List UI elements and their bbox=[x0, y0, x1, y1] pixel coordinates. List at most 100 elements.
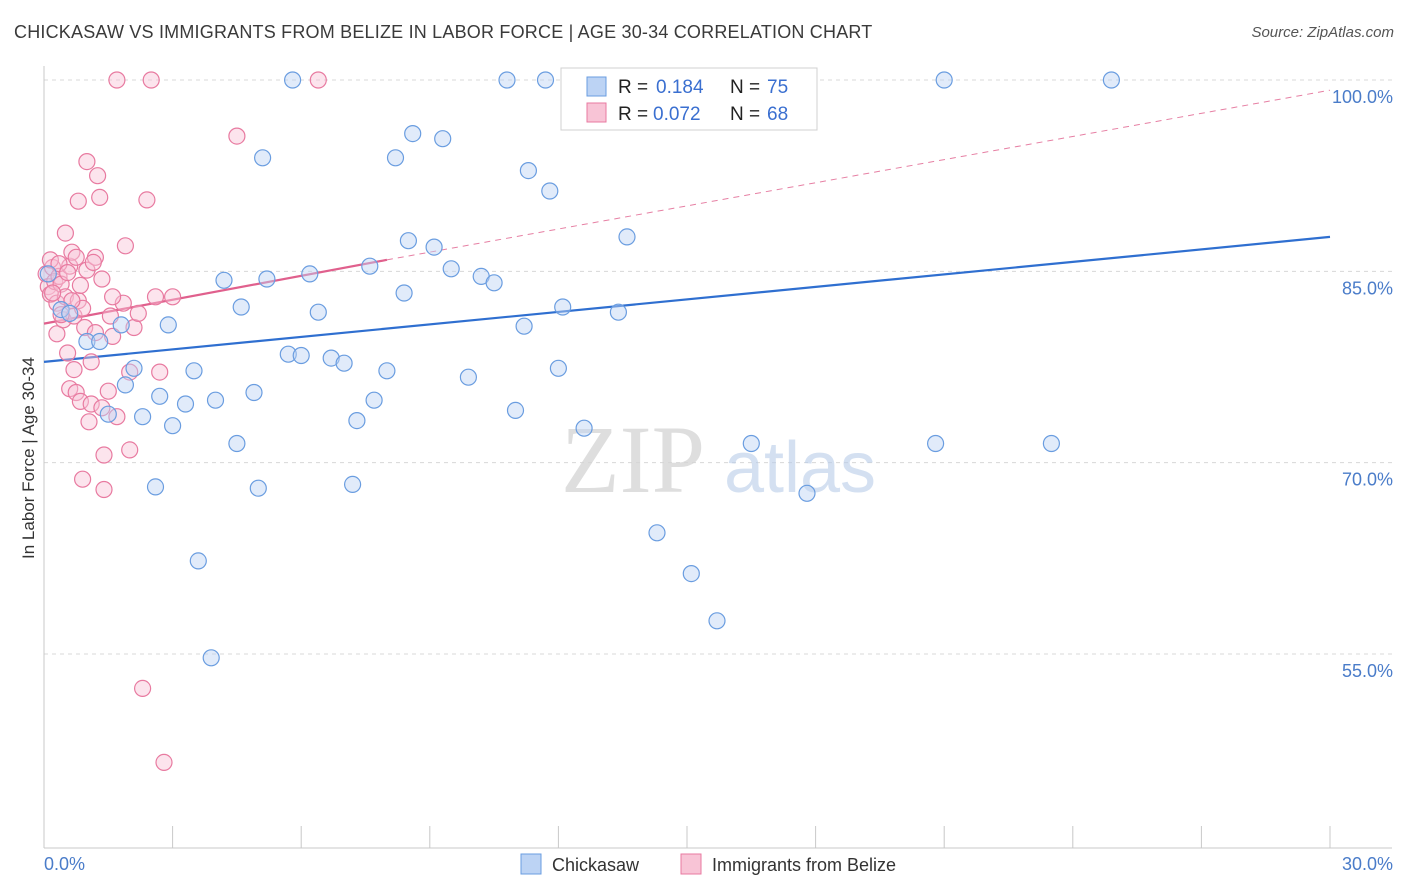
point-belize bbox=[58, 344, 77, 362]
point-chickasaw bbox=[249, 479, 267, 497]
point-belize bbox=[142, 71, 160, 89]
point-chickasaw bbox=[618, 228, 636, 246]
point-chickasaw bbox=[134, 408, 152, 426]
point-chickasaw bbox=[404, 125, 422, 143]
point-belize bbox=[129, 304, 147, 322]
point-chickasaw bbox=[498, 71, 516, 89]
point-chickasaw bbox=[541, 182, 559, 200]
point-belize bbox=[151, 363, 169, 381]
point-belize bbox=[71, 276, 90, 294]
point-chickasaw bbox=[91, 332, 109, 351]
bottom-legend-swatch-chickasaw bbox=[520, 853, 542, 875]
point-chickasaw bbox=[61, 304, 79, 322]
point-chickasaw bbox=[485, 274, 503, 292]
x-tick-labels: 0.0% 30.0% bbox=[44, 854, 1393, 874]
point-belize bbox=[67, 248, 85, 266]
point-chickasaw bbox=[536, 71, 555, 89]
point-chickasaw bbox=[206, 391, 225, 409]
point-chickasaw bbox=[322, 349, 340, 367]
point-belize bbox=[134, 679, 152, 698]
point-belize bbox=[103, 327, 122, 345]
point-chickasaw bbox=[164, 417, 182, 435]
point-belize bbox=[155, 753, 173, 772]
point-belize bbox=[146, 288, 165, 306]
point-belize bbox=[78, 153, 96, 171]
point-chickasaw bbox=[112, 316, 130, 334]
gridlines bbox=[44, 79, 1392, 655]
point-chickasaw bbox=[515, 317, 533, 335]
point-chickasaw bbox=[159, 316, 177, 334]
y-tick-label: 100.0% bbox=[1332, 87, 1393, 107]
point-chickasaw bbox=[146, 478, 165, 496]
point-belize bbox=[50, 255, 68, 273]
point-belize bbox=[82, 395, 100, 413]
point-chickasaw bbox=[935, 71, 953, 89]
point-chickasaw bbox=[116, 376, 135, 394]
point-chickasaw bbox=[708, 612, 726, 630]
point-chickasaw bbox=[185, 362, 203, 380]
point-chickasaw bbox=[279, 345, 297, 363]
y-tick-label: 70.0% bbox=[1342, 470, 1393, 490]
point-chickasaw bbox=[78, 332, 96, 351]
legend-n-value-1: 75 bbox=[767, 77, 788, 98]
point-belize bbox=[69, 192, 87, 210]
x-tick-label: 30.0% bbox=[1342, 854, 1393, 874]
point-chickasaw bbox=[232, 298, 250, 316]
y-tick-label: 85.0% bbox=[1342, 278, 1393, 298]
series-legend: Chickasaw Immigrants from Belize bbox=[520, 853, 896, 875]
point-chickasaw bbox=[361, 257, 379, 275]
point-belize bbox=[95, 480, 113, 499]
bottom-legend-chickasaw: Chickasaw bbox=[552, 855, 640, 875]
point-belize bbox=[67, 383, 85, 402]
point-chickasaw bbox=[506, 401, 525, 419]
point-chickasaw bbox=[39, 265, 57, 283]
point-belize bbox=[91, 188, 109, 206]
trend-line-chickasaw bbox=[43, 235, 1331, 363]
point-belize bbox=[88, 167, 107, 185]
point-chickasaw bbox=[682, 564, 700, 583]
y-axis-title: In Labor Force | Age 30-34 bbox=[19, 357, 38, 559]
point-chickasaw bbox=[254, 149, 272, 167]
point-chickasaw bbox=[365, 391, 383, 409]
point-belize bbox=[41, 251, 60, 269]
point-belize bbox=[114, 294, 132, 312]
point-belize bbox=[80, 413, 98, 431]
point-chickasaw bbox=[309, 303, 327, 321]
point-chickasaw bbox=[1102, 71, 1121, 89]
point-chickasaw bbox=[926, 434, 945, 453]
point-belize bbox=[95, 446, 113, 464]
y-tick-label: 55.0% bbox=[1342, 661, 1393, 681]
point-belize bbox=[61, 257, 79, 275]
point-chickasaw bbox=[609, 303, 628, 321]
point-belize bbox=[93, 399, 111, 417]
point-belize bbox=[138, 191, 156, 209]
point-chickasaw bbox=[378, 362, 396, 380]
bottom-legend-belize: Immigrants from Belize bbox=[712, 855, 896, 875]
point-chickasaw bbox=[176, 395, 195, 413]
point-chickasaw bbox=[554, 298, 572, 316]
watermark-zip: ZIP bbox=[561, 406, 705, 513]
point-chickasaw bbox=[228, 434, 246, 453]
point-chickasaw bbox=[301, 265, 319, 283]
axes bbox=[43, 66, 1392, 849]
point-belize bbox=[73, 470, 92, 488]
legend-n-value-2: 68 bbox=[767, 104, 788, 125]
point-chickasaw bbox=[386, 149, 405, 167]
legend-n-label-1: N = bbox=[730, 77, 760, 98]
legend-r-label-1: R = bbox=[618, 77, 648, 98]
point-chickasaw bbox=[459, 368, 477, 386]
point-chickasaw bbox=[348, 412, 366, 430]
point-belize bbox=[48, 325, 66, 343]
point-belize bbox=[103, 288, 122, 306]
point-chickasaw bbox=[52, 301, 70, 319]
stats-legend: R = 0.184 N = 75 R = 0.072 N = 68 bbox=[560, 67, 818, 131]
point-chickasaw bbox=[648, 524, 666, 542]
point-belize bbox=[52, 306, 70, 324]
point-chickasaw bbox=[399, 232, 417, 250]
point-chickasaw bbox=[434, 130, 452, 148]
point-belize bbox=[65, 361, 83, 379]
point-chickasaw bbox=[344, 475, 362, 493]
point-chickasaw bbox=[202, 649, 220, 667]
point-belize bbox=[84, 253, 102, 271]
